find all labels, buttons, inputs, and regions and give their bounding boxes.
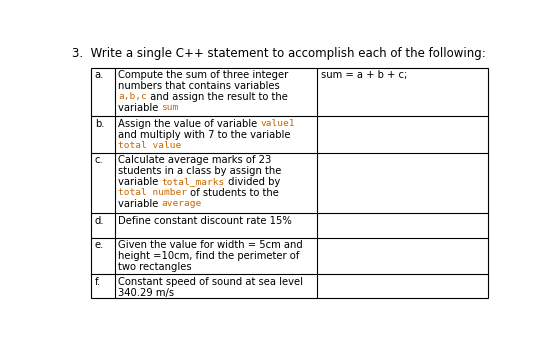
Text: variable: variable: [118, 199, 161, 209]
Text: sum: sum: [161, 103, 179, 112]
Text: average: average: [161, 199, 202, 208]
Text: d.: d.: [95, 216, 104, 226]
Text: Given the value for width = 5cm and: Given the value for width = 5cm and: [118, 240, 302, 250]
Text: Compute the sum of three integer: Compute the sum of three integer: [118, 71, 288, 80]
Text: a,b,c: a,b,c: [118, 92, 147, 101]
Text: Assign the value of variable: Assign the value of variable: [118, 119, 261, 129]
Text: c.: c.: [95, 155, 104, 165]
Text: Constant speed of sound at sea level: Constant speed of sound at sea level: [118, 276, 303, 287]
Text: e.: e.: [95, 240, 104, 250]
Text: students in a class by assign the: students in a class by assign the: [118, 166, 281, 176]
Text: variable: variable: [118, 103, 161, 113]
Text: value1: value1: [261, 119, 295, 128]
Text: Calculate average marks of 23: Calculate average marks of 23: [118, 155, 271, 165]
Text: and multiply with 7 to the variable: and multiply with 7 to the variable: [118, 130, 290, 140]
Text: total number: total number: [118, 188, 187, 197]
Text: f.: f.: [95, 276, 101, 287]
Text: of students to the: of students to the: [187, 188, 279, 198]
Text: variable: variable: [118, 177, 161, 187]
Text: 3.  Write a single C++ statement to accomplish each of the following:: 3. Write a single C++ statement to accom…: [72, 47, 486, 60]
Text: a.: a.: [95, 71, 104, 80]
Text: numbers that contains variables: numbers that contains variables: [118, 81, 280, 91]
Text: Define constant discount rate 15%: Define constant discount rate 15%: [118, 216, 292, 226]
Text: b.: b.: [95, 119, 104, 129]
Text: total_marks: total_marks: [161, 177, 225, 186]
Text: divided by: divided by: [225, 177, 280, 187]
Text: and assign the result to the: and assign the result to the: [147, 92, 288, 102]
Text: two rectangles: two rectangles: [118, 262, 192, 272]
Text: total value: total value: [118, 141, 181, 150]
Text: sum = a + b + c;: sum = a + b + c;: [320, 71, 407, 80]
Text: 340.29 m/s: 340.29 m/s: [118, 288, 174, 297]
Text: height =10cm, find the perimeter of: height =10cm, find the perimeter of: [118, 251, 299, 261]
